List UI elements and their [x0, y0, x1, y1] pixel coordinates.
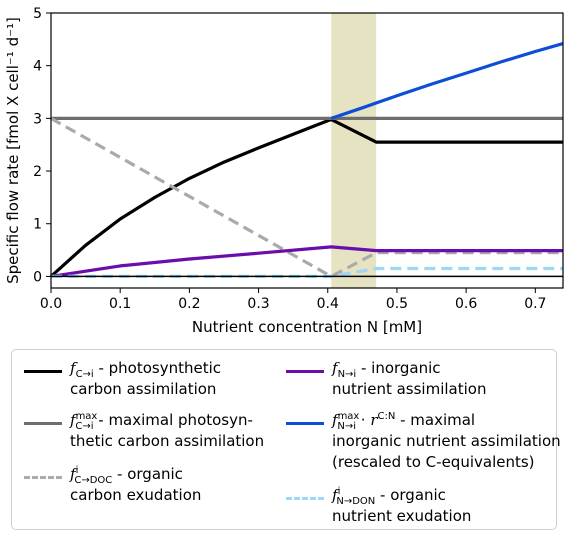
y-tick-label: 5: [33, 6, 42, 22]
y-tick-label: 2: [33, 164, 42, 180]
legend-label-max-photosynthetic: fmaxC→i - maximal photosyn- thetic carbo…: [70, 411, 265, 450]
legend-label-max-inorganic-nutrient: fmaxN→i · rC:N - maximal inorganic nutri…: [332, 411, 561, 471]
legend-swatch-inorganic-nutrient: [286, 370, 324, 373]
legend-swatch-photosynthetic: [24, 370, 62, 373]
series-line-doc: [50, 117, 563, 278]
plot-frame: [50, 12, 564, 289]
chart: 0.0 0.1 0.2 0.3 0.4 0.5 0.6 0.7 0 1 2 3 4 5 Nutrient …: [4, 6, 564, 336]
legend-label-organic-carbon: fiC→DOC - organic carbon exudation: [70, 465, 202, 504]
x-tick-label: 0.3: [247, 296, 269, 312]
x-tick-label: 0.2: [178, 296, 200, 312]
x-tick-label: 0.1: [109, 296, 131, 312]
y-tick-label: 0: [33, 269, 42, 285]
legend-swatch-organic-nutrient: [286, 497, 324, 500]
legend: fC→i - photosynthetic carbon assimilatio…: [11, 349, 561, 530]
y-axis-label: Specific flow rate [fmol X cell⁻¹ d⁻¹]: [4, 17, 22, 284]
x-tick-label: 0.5: [386, 296, 408, 312]
x-tick-label: 0.6: [455, 296, 477, 312]
x-tick-label: 0.0: [40, 296, 62, 312]
series-layer: [49, 42, 564, 278]
legend-swatch-organic-carbon: [24, 476, 62, 479]
y-tick-label: 3: [33, 111, 42, 127]
y-tick-label: 1: [33, 217, 42, 233]
legend-swatch-max-inorganic-nutrient: [286, 422, 324, 425]
x-tick-label: 0.4: [317, 296, 339, 312]
legend-label-inorganic-nutrient: fN→i - inorganic nutrient assimilation: [332, 359, 487, 398]
x-axis-label: Nutrient concentration N [mM]: [192, 318, 422, 336]
legend-label-photosynthetic: fC→i - photosynthetic carbon assimilatio…: [70, 359, 222, 398]
x-tick-label: 0.7: [524, 296, 546, 312]
series-line-photo: [49, 117, 563, 278]
series-line-don: [51, 266, 563, 278]
sufficient-nutrient-band: [331, 13, 377, 288]
legend-swatch-max-photosynthetic: [24, 422, 62, 425]
legend-label-organic-nutrient: fiN→DON - organic nutrient exudation: [332, 486, 472, 525]
series-line-inorg: [50, 245, 563, 278]
series-line-inorg_max: [330, 42, 564, 120]
y-tick-label: 4: [33, 59, 42, 75]
axis-ticks: 0.0 0.1 0.2 0.3 0.4 0.5 0.6 0.7 0 1 2 3 4 5: [33, 6, 546, 312]
